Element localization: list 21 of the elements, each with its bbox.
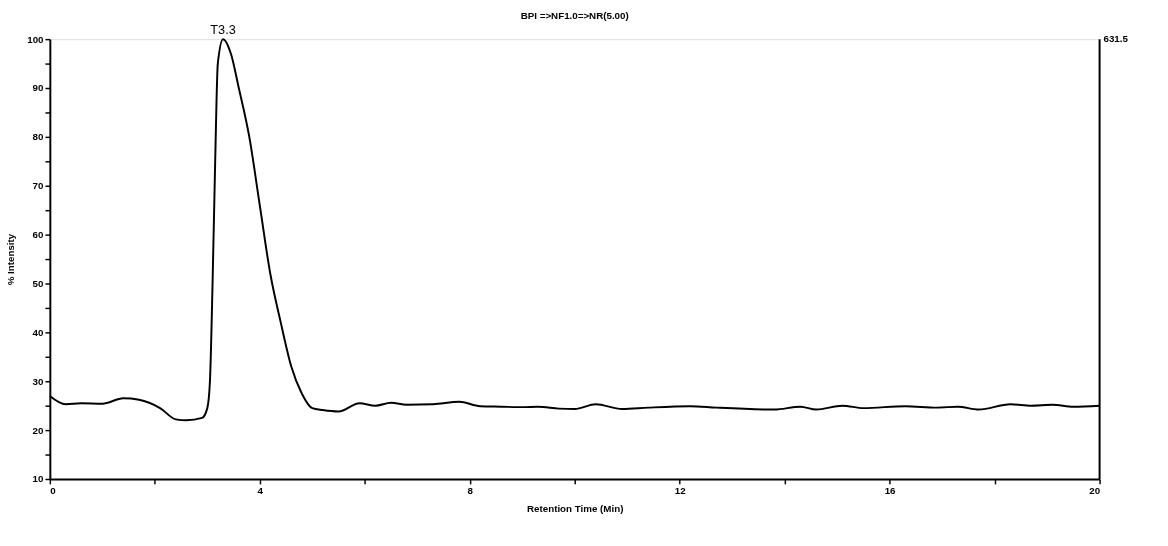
y-axis-title: % Intensity [4,233,16,286]
y-tick-label: 30 [32,375,45,387]
y-tick-label: 20 [32,424,45,436]
x-tick-label: 20 [1089,485,1101,497]
x-tick-label: 16 [884,485,897,497]
annotation: T3.3 [210,23,236,38]
chart-title: BPI =>NF1.0=>NR(5.00) [520,9,629,21]
y-tick-label: 50 [32,277,45,289]
x-tick-label: 8 [467,485,474,497]
x-tick-label: 12 [674,485,687,497]
text: 631.5 [1103,33,1129,45]
x-tick-label: 4 [257,485,264,497]
y-tick-label: 40 [32,326,45,338]
y-tick-label: 90 [32,82,45,94]
y-tick-label: 10 [32,473,45,485]
x-axis-title: Retention Time (Min) [527,502,624,514]
y-tick-label: 80 [32,131,45,143]
y-tick-label: 70 [32,180,45,192]
y-tick-label: 60 [32,229,45,241]
x-tick-label: 0 [50,485,57,497]
y-tick-label: 100 [27,33,45,45]
